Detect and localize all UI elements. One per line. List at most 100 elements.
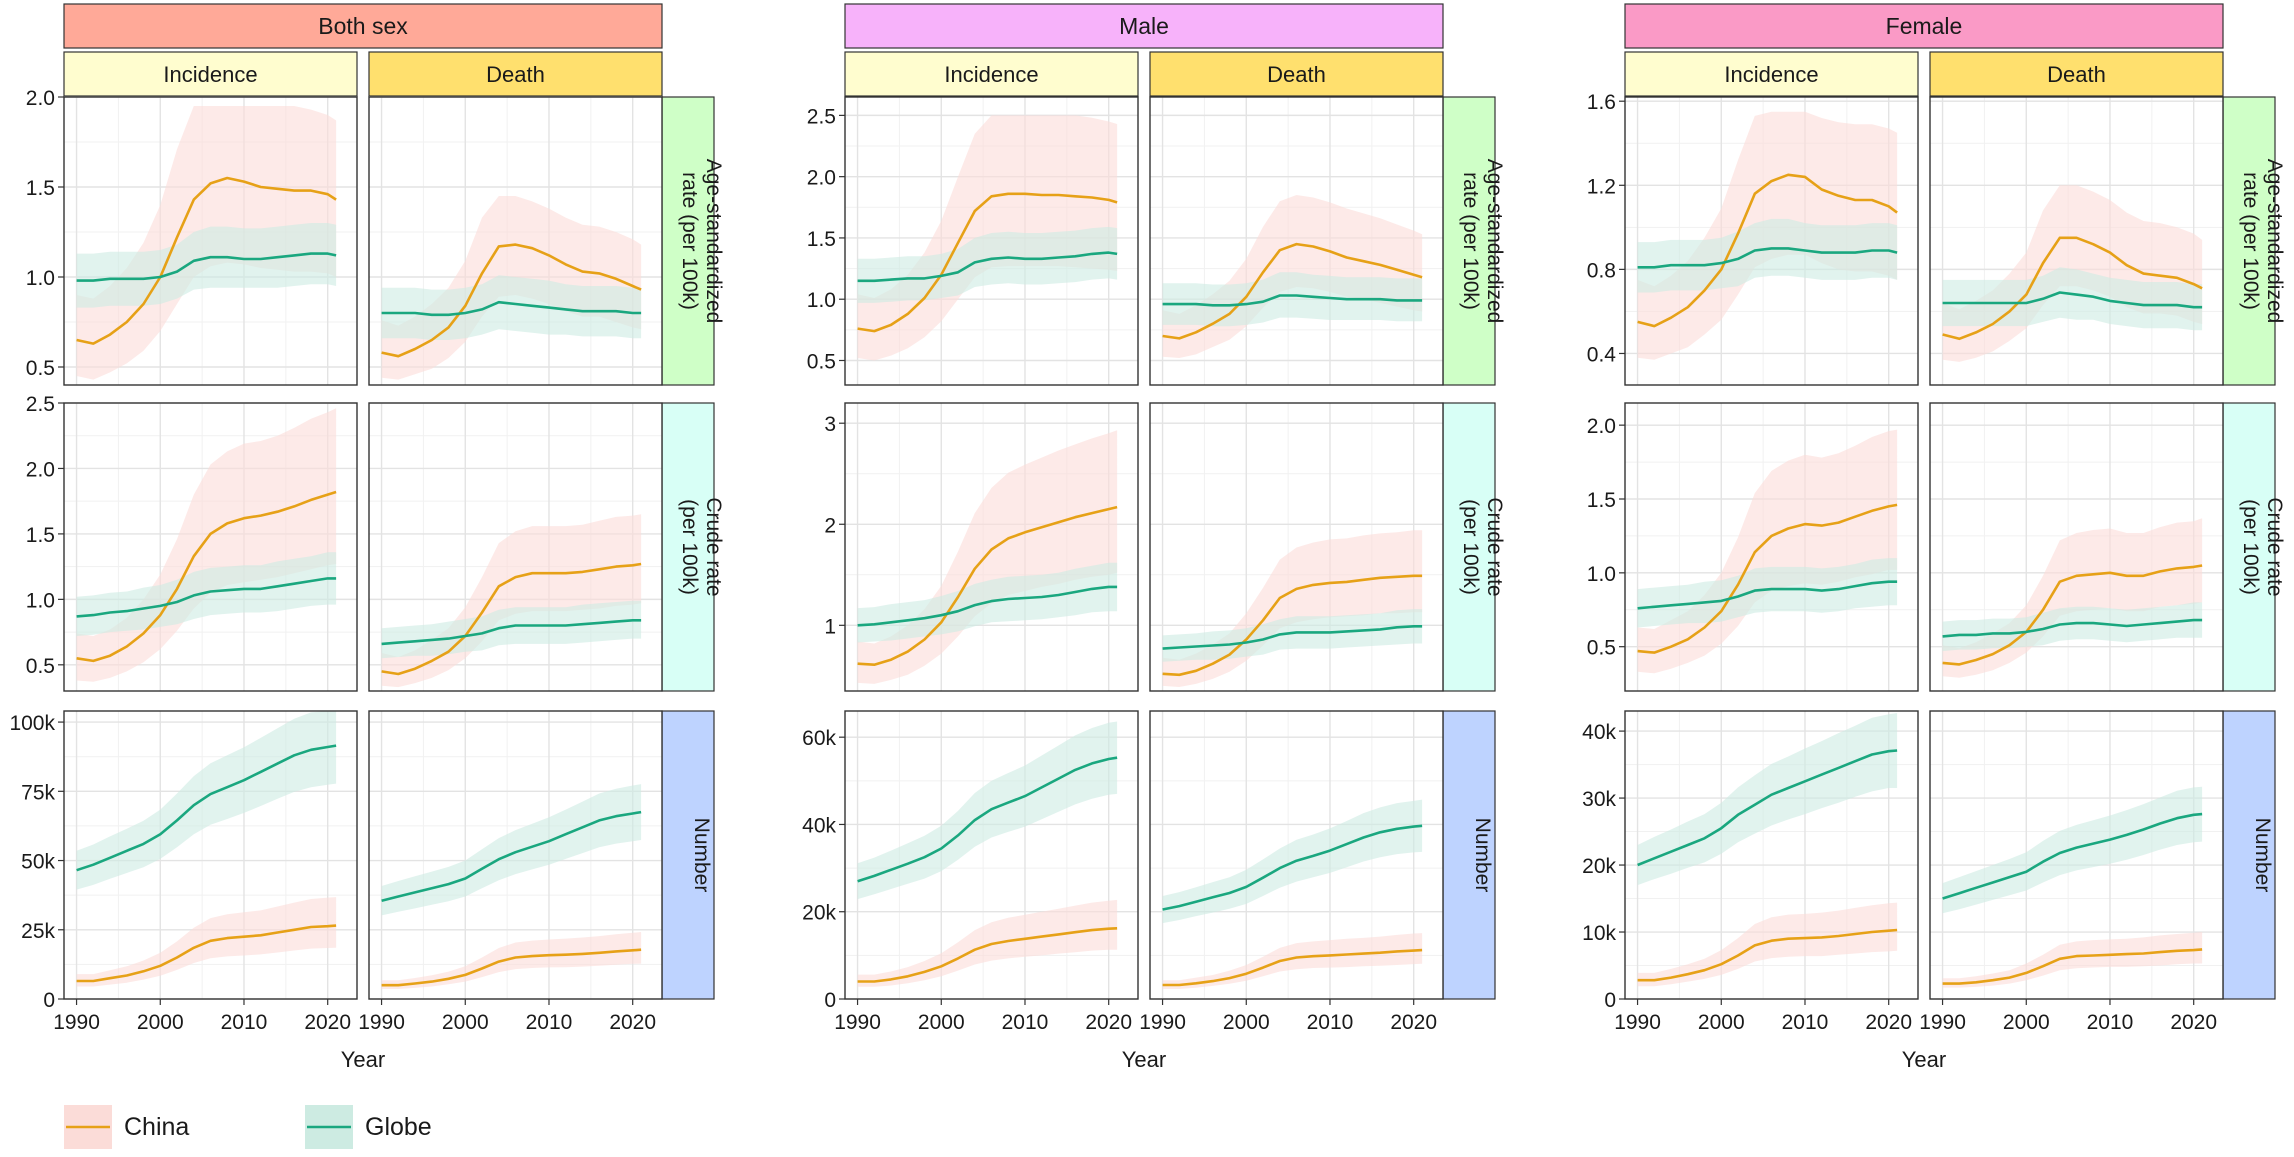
x-axis-label-male: Year: [1122, 1047, 1166, 1072]
panel-border: [63, 402, 358, 692]
row-strip-label: rate (per 100k): [678, 172, 701, 310]
y-tick-label: 0.5: [1587, 637, 1616, 660]
row-strip-male-0: [1442, 96, 1496, 386]
panel-border: [1624, 710, 1919, 1000]
globe-series-line: [857, 756, 1118, 883]
panel-female-incidence-2: [1624, 710, 1919, 1000]
china-series-line: [1162, 574, 1423, 677]
x-tick-label: 2010: [526, 1011, 573, 1034]
y-tick-label: 0: [1604, 989, 1616, 1012]
china-uncertainty-band: [381, 932, 642, 989]
column-strip-label-male-incidence: Incidence: [944, 62, 1038, 87]
group-strip-male: [844, 3, 1444, 49]
panel-border: [1929, 96, 2224, 386]
y-tick-label: 10k: [1582, 922, 1616, 945]
panel-both-sex-incidence-0: [63, 96, 358, 386]
x-tick-label: 1990: [1139, 1011, 1186, 1034]
china-series-line: [857, 192, 1118, 333]
y-tick-label: 2.0: [807, 167, 836, 190]
y-tick-label: 40k: [1582, 721, 1616, 744]
x-tick-label: 1990: [1919, 1011, 1966, 1034]
x-tick-label: 2020: [304, 1011, 351, 1034]
panel-both-sex-death-2: [368, 710, 663, 1000]
panel-both-sex-death-1: [368, 402, 663, 692]
panel-male-incidence-1: [844, 402, 1139, 692]
panel-male-death-1: [1149, 402, 1444, 692]
x-tick-label: 2020: [609, 1011, 656, 1034]
x-tick-label: 2020: [2170, 1011, 2217, 1034]
row-strip-label: Number: [1471, 818, 1494, 893]
column-strip-female-incidence: [1624, 51, 1919, 97]
china-series-line: [1637, 503, 1898, 654]
column-strip-male-death: [1149, 51, 1444, 97]
panel-border: [844, 402, 1139, 692]
panel-both-sex-death-0: [368, 96, 663, 386]
china-uncertainty-band: [1162, 933, 1423, 989]
y-tick-label: 0.5: [26, 357, 55, 380]
column-strip-label-female-incidence: Incidence: [1724, 62, 1818, 87]
legend-label-china: China: [124, 1113, 189, 1141]
y-tick-label: 2.5: [807, 105, 836, 128]
y-tick-label: 0.5: [807, 350, 836, 373]
china-series-line: [381, 562, 642, 676]
column-strip-label-both-sex-incidence: Incidence: [163, 62, 257, 87]
panel-border: [1624, 402, 1919, 692]
y-tick-label: 1.6: [1587, 91, 1616, 114]
china-series-line: [1942, 236, 2203, 341]
china-series-line: [857, 505, 1118, 667]
panel-female-incidence-0: [1624, 96, 1919, 386]
panel-male-incidence-0: [844, 96, 1139, 386]
globe-uncertainty-band: [1637, 713, 1898, 886]
row-strip-label: Crude rate: [702, 497, 725, 596]
y-tick-label: 3: [824, 413, 836, 436]
panel-border: [1929, 710, 2224, 1000]
y-tick-label: 1.2: [1587, 175, 1616, 198]
y-tick-label: 0.8: [1587, 259, 1616, 282]
x-tick-label: 2000: [2003, 1011, 2050, 1034]
y-tick-label: 1.5: [1587, 489, 1616, 512]
y-tick-label: 2.5: [26, 393, 55, 416]
china-series-line: [1162, 948, 1423, 987]
y-tick-label: 2.0: [1587, 415, 1616, 438]
group-strip-label-both-sex: Both sex: [318, 13, 408, 39]
panel-border: [1149, 710, 1444, 1000]
y-tick-label: 1.0: [1587, 563, 1616, 586]
panel-border: [1624, 96, 1919, 386]
globe-series-line: [1637, 749, 1898, 867]
panel-female-death-0: [1929, 96, 2224, 386]
y-tick-label: 20k: [802, 902, 836, 925]
x-tick-label: 2010: [2087, 1011, 2134, 1034]
globe-uncertainty-band: [1162, 609, 1423, 662]
y-tick-label: 1.0: [807, 289, 836, 312]
column-strip-both-sex-death: [368, 51, 663, 97]
panel-female-incidence-1: [1624, 402, 1919, 692]
x-tick-label: 1990: [834, 1011, 881, 1034]
panel-border: [844, 96, 1139, 386]
panel-border: [368, 96, 663, 386]
y-tick-label: 0: [43, 989, 55, 1012]
globe-series-line: [381, 810, 642, 902]
china-uncertainty-band: [1942, 932, 2203, 988]
column-strip-both-sex-incidence: [63, 51, 358, 97]
x-tick-label: 2010: [1782, 1011, 1829, 1034]
y-tick-label: 2.0: [26, 458, 55, 481]
globe-uncertainty-band: [76, 552, 337, 636]
globe-series-line: [1942, 618, 2203, 638]
globe-uncertainty-band: [381, 275, 642, 340]
y-tick-label: 20k: [1582, 855, 1616, 878]
panel-female-death-1: [1929, 402, 2224, 692]
x-tick-label: 1990: [1614, 1011, 1661, 1034]
globe-series-line: [1942, 812, 2203, 900]
panel-border: [1149, 402, 1444, 692]
y-tick-label: 0: [824, 989, 836, 1012]
china-series-line: [381, 948, 642, 987]
china-series-line: [381, 243, 642, 358]
globe-series-line: [381, 618, 642, 646]
globe-series-line: [1162, 824, 1423, 911]
row-strip-male-1: [1442, 402, 1496, 692]
y-tick-label: 1.5: [26, 524, 55, 547]
x-tick-label: 2000: [1223, 1011, 1270, 1034]
row-strip-male-2: [1442, 710, 1496, 1000]
x-tick-label: 2020: [1085, 1011, 1132, 1034]
